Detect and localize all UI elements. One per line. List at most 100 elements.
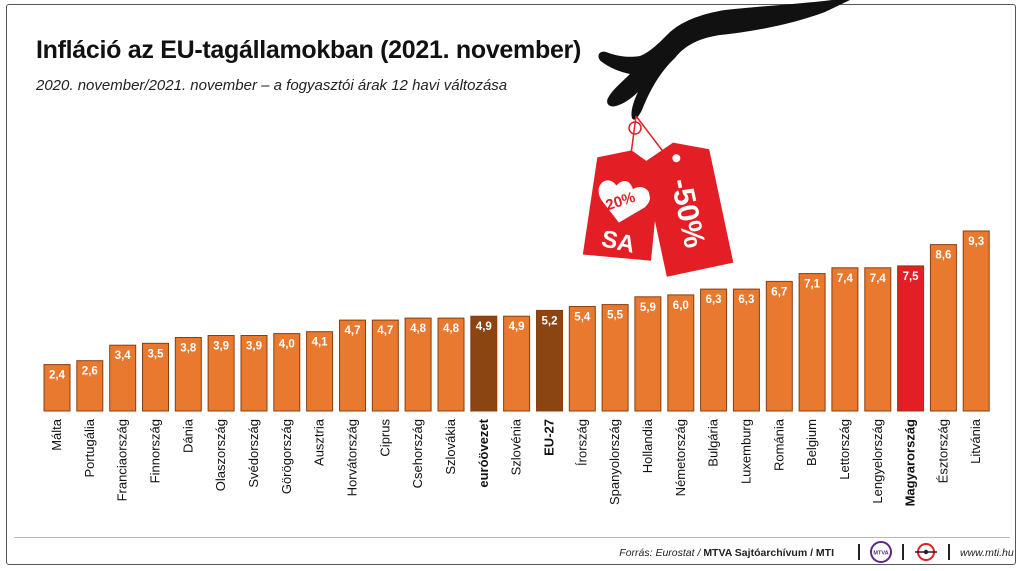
bar-value-label: 6,0: [673, 300, 689, 312]
category-label: Észtország: [935, 419, 950, 483]
bar-20: [700, 288, 728, 412]
sale-tag-left: -20% SA: [582, 150, 660, 261]
bar-value-label: 3,4: [115, 350, 132, 362]
website-link[interactable]: www.mti.hu: [960, 547, 1014, 559]
mti-logo-icon: [915, 543, 937, 561]
bar-value-label: 4,1: [312, 337, 329, 349]
bar-6: [240, 335, 268, 412]
bar-value-label: 3,9: [213, 341, 229, 353]
sale-tag-right: -50%: [642, 142, 734, 277]
bar-18: [634, 296, 662, 412]
bars-group: [43, 230, 990, 412]
category-label: Görögország: [279, 419, 294, 494]
bar-5: [207, 335, 235, 412]
category-labels-group: Málta Portugália Franciaország Finnország Dá…: [49, 418, 983, 506]
bar-11: [404, 317, 432, 412]
footer-divider: [14, 537, 1010, 538]
bar-value-label: 7,4: [837, 273, 854, 285]
bar-value-label: 5,4: [574, 312, 591, 324]
category-label: Hollandia: [640, 418, 655, 473]
footer-separator: [948, 544, 950, 560]
category-label: Németország: [673, 419, 688, 496]
category-label: Szlovénia: [509, 418, 524, 475]
bar-value-label: 3,9: [246, 341, 262, 353]
bar-28: [962, 230, 990, 412]
mtva-logo-icon: MTVA: [870, 541, 892, 563]
bar-value-label: 2,4: [49, 370, 66, 382]
category-label: Lengyelország: [870, 419, 885, 504]
bar-22: [765, 280, 793, 412]
bar-value-label: 5,9: [640, 302, 656, 314]
bar-12: [437, 317, 465, 412]
category-label: Magyarország: [903, 419, 918, 506]
bar-value-label: 2,6: [82, 366, 98, 378]
category-label: Írország: [574, 419, 589, 466]
footer-separator: [858, 544, 860, 560]
svg-text:MTVA: MTVA: [873, 551, 888, 557]
bar-15: [536, 309, 563, 412]
category-label: Portugália: [82, 418, 97, 477]
category-label: Finnország: [148, 419, 163, 483]
category-label: Ausztria: [312, 418, 327, 466]
bar-value-label: 4,0: [279, 339, 295, 351]
category-label: Bulgária: [706, 418, 721, 466]
footer-separator: [902, 544, 904, 560]
category-label: Belgium: [804, 419, 819, 466]
category-label: Románia: [771, 418, 786, 471]
category-label: Svédország: [246, 419, 261, 488]
bar-16: [568, 306, 596, 412]
hand-with-sale-tags-illustration: -20% SA -50%: [582, 0, 850, 277]
bar-value-label: 5,5: [607, 310, 624, 322]
value-labels-group: 2,4 2,6 3,4 3,5 3,8 3,9 3,9 4,0 4,1 4,7 4,7 4,8 4,8 4…: [49, 236, 984, 382]
bar-13: [470, 315, 498, 412]
category-label: Ciprus: [377, 419, 392, 457]
bar-26: [897, 265, 925, 412]
category-label: Franciaország: [115, 419, 130, 501]
bar-19: [667, 294, 695, 412]
bar-value-label: 9,3: [968, 236, 984, 248]
bar-2: [109, 344, 137, 412]
category-label: Lettország: [837, 419, 852, 480]
bar-value-label: 6,7: [771, 286, 787, 298]
bar-21: [732, 288, 760, 412]
chart-subtitle: 2020. november/2021. november – a fogyas…: [36, 77, 508, 94]
bar-27: [929, 244, 957, 412]
bar-7: [273, 333, 301, 412]
bar-value-label: 7,4: [870, 273, 887, 285]
category-label: Luxemburg: [738, 419, 753, 484]
bar-value-label: 3,5: [148, 348, 165, 360]
category-label: Horvátország: [345, 419, 360, 496]
bar-value-label: 5,2: [542, 315, 558, 327]
category-label: Csehország: [410, 419, 425, 488]
bar-9: [339, 319, 366, 412]
bar-1: [76, 360, 104, 412]
bar-value-label: 8,6: [935, 250, 951, 262]
bar-value-label: 6,3: [706, 294, 722, 306]
bar-0: [43, 364, 71, 412]
category-label: EU-27: [542, 419, 557, 456]
bar-3: [142, 342, 169, 412]
bar-value-label: 3,8: [180, 343, 197, 355]
bar-25: [864, 267, 892, 412]
bar-value-label: 4,8: [443, 323, 460, 335]
bar-value-label: 4,9: [476, 321, 492, 333]
bar-value-label: 7,1: [804, 279, 821, 291]
bar-17: [601, 304, 629, 412]
bar-value-label: 4,7: [377, 325, 393, 337]
category-label: Dánia: [180, 418, 195, 453]
bar-value-label: 6,3: [738, 294, 754, 306]
category-label: Spanyolország: [607, 419, 622, 505]
category-label: Litvánia: [968, 418, 983, 464]
category-label: Olaszország: [213, 419, 228, 491]
category-label: Szlovákia: [443, 418, 458, 474]
bar-14: [503, 315, 531, 412]
bar-10: [371, 319, 399, 412]
source-credit: Forrás: Eurostat / MTVA Sajtóarchívum / …: [619, 547, 834, 559]
category-label: Málta: [49, 418, 64, 451]
source-prefix: Forrás: Eurostat /: [619, 547, 701, 559]
chart-title: Infláció az EU-tagállamokban (2021. nove…: [36, 36, 581, 64]
hand-silhouette: [598, 0, 850, 120]
source-strong: MTVA Sajtóarchívum / MTI: [703, 547, 834, 559]
category-label: euróövezet: [476, 418, 491, 487]
